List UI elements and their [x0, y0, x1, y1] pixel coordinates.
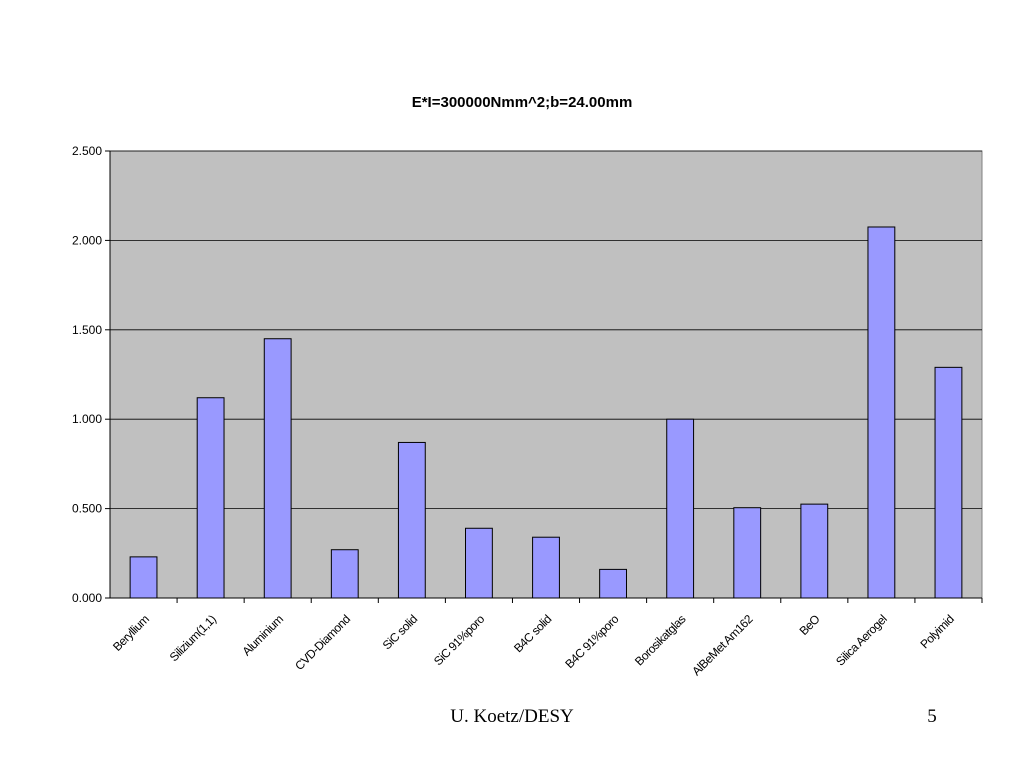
y-tick-label: 2.500	[72, 144, 102, 158]
x-tick-label: Silica Aerogel	[833, 612, 889, 668]
y-tick-label: 0.500	[72, 502, 102, 516]
bar	[867, 226, 896, 599]
bar	[397, 441, 426, 599]
x-tick-label: B4C 91%poro	[562, 612, 621, 671]
x-tick-label: SiC solid	[380, 612, 420, 652]
chart-title: E*I=300000Nmm^2;b=24.00mm	[412, 94, 633, 111]
bar	[196, 397, 225, 599]
x-tick-label: SiC 91%poro	[431, 612, 488, 669]
gridlines	[110, 150, 982, 510]
bar	[666, 418, 695, 599]
y-tick-label: 2.000	[72, 233, 102, 247]
x-axis-ticks: Beryllium Silizium(1,1) Aluminium CVD-Diamo…	[110, 598, 983, 679]
x-tick-label: AlBeMet Am162	[689, 612, 756, 679]
x-tick-label: Borosikatglas	[632, 612, 689, 669]
bar	[263, 338, 292, 599]
page-number: 5	[927, 706, 937, 727]
bar	[733, 507, 762, 599]
footer-author: U. Koetz/DESY	[450, 706, 574, 727]
x-tick-label: CVD-Diamond	[292, 612, 353, 673]
bar	[934, 366, 963, 599]
x-tick-label: B4C solid	[511, 612, 554, 655]
y-tick-label: 1.000	[72, 412, 102, 426]
bar	[330, 549, 359, 599]
x-tick-label: BeO	[797, 612, 823, 638]
x-tick-label: Polyimid	[917, 612, 956, 651]
bar	[129, 556, 158, 599]
bar	[599, 568, 627, 599]
x-tick-label: Beryllium	[110, 612, 152, 654]
bar	[532, 536, 560, 599]
bar	[465, 527, 493, 599]
y-tick-label: 0.000	[72, 591, 102, 605]
y-axis-ticks: 0.000 0.500 1.000 1.500 2.000 2.500	[72, 144, 110, 605]
x-tick-label: Silizium(1,1)	[167, 612, 219, 664]
y-tick-label: 1.500	[72, 323, 102, 337]
bar	[800, 503, 829, 599]
bars	[129, 226, 963, 599]
x-tick-label: Aluminium	[239, 612, 286, 659]
plot-area	[109, 150, 983, 599]
